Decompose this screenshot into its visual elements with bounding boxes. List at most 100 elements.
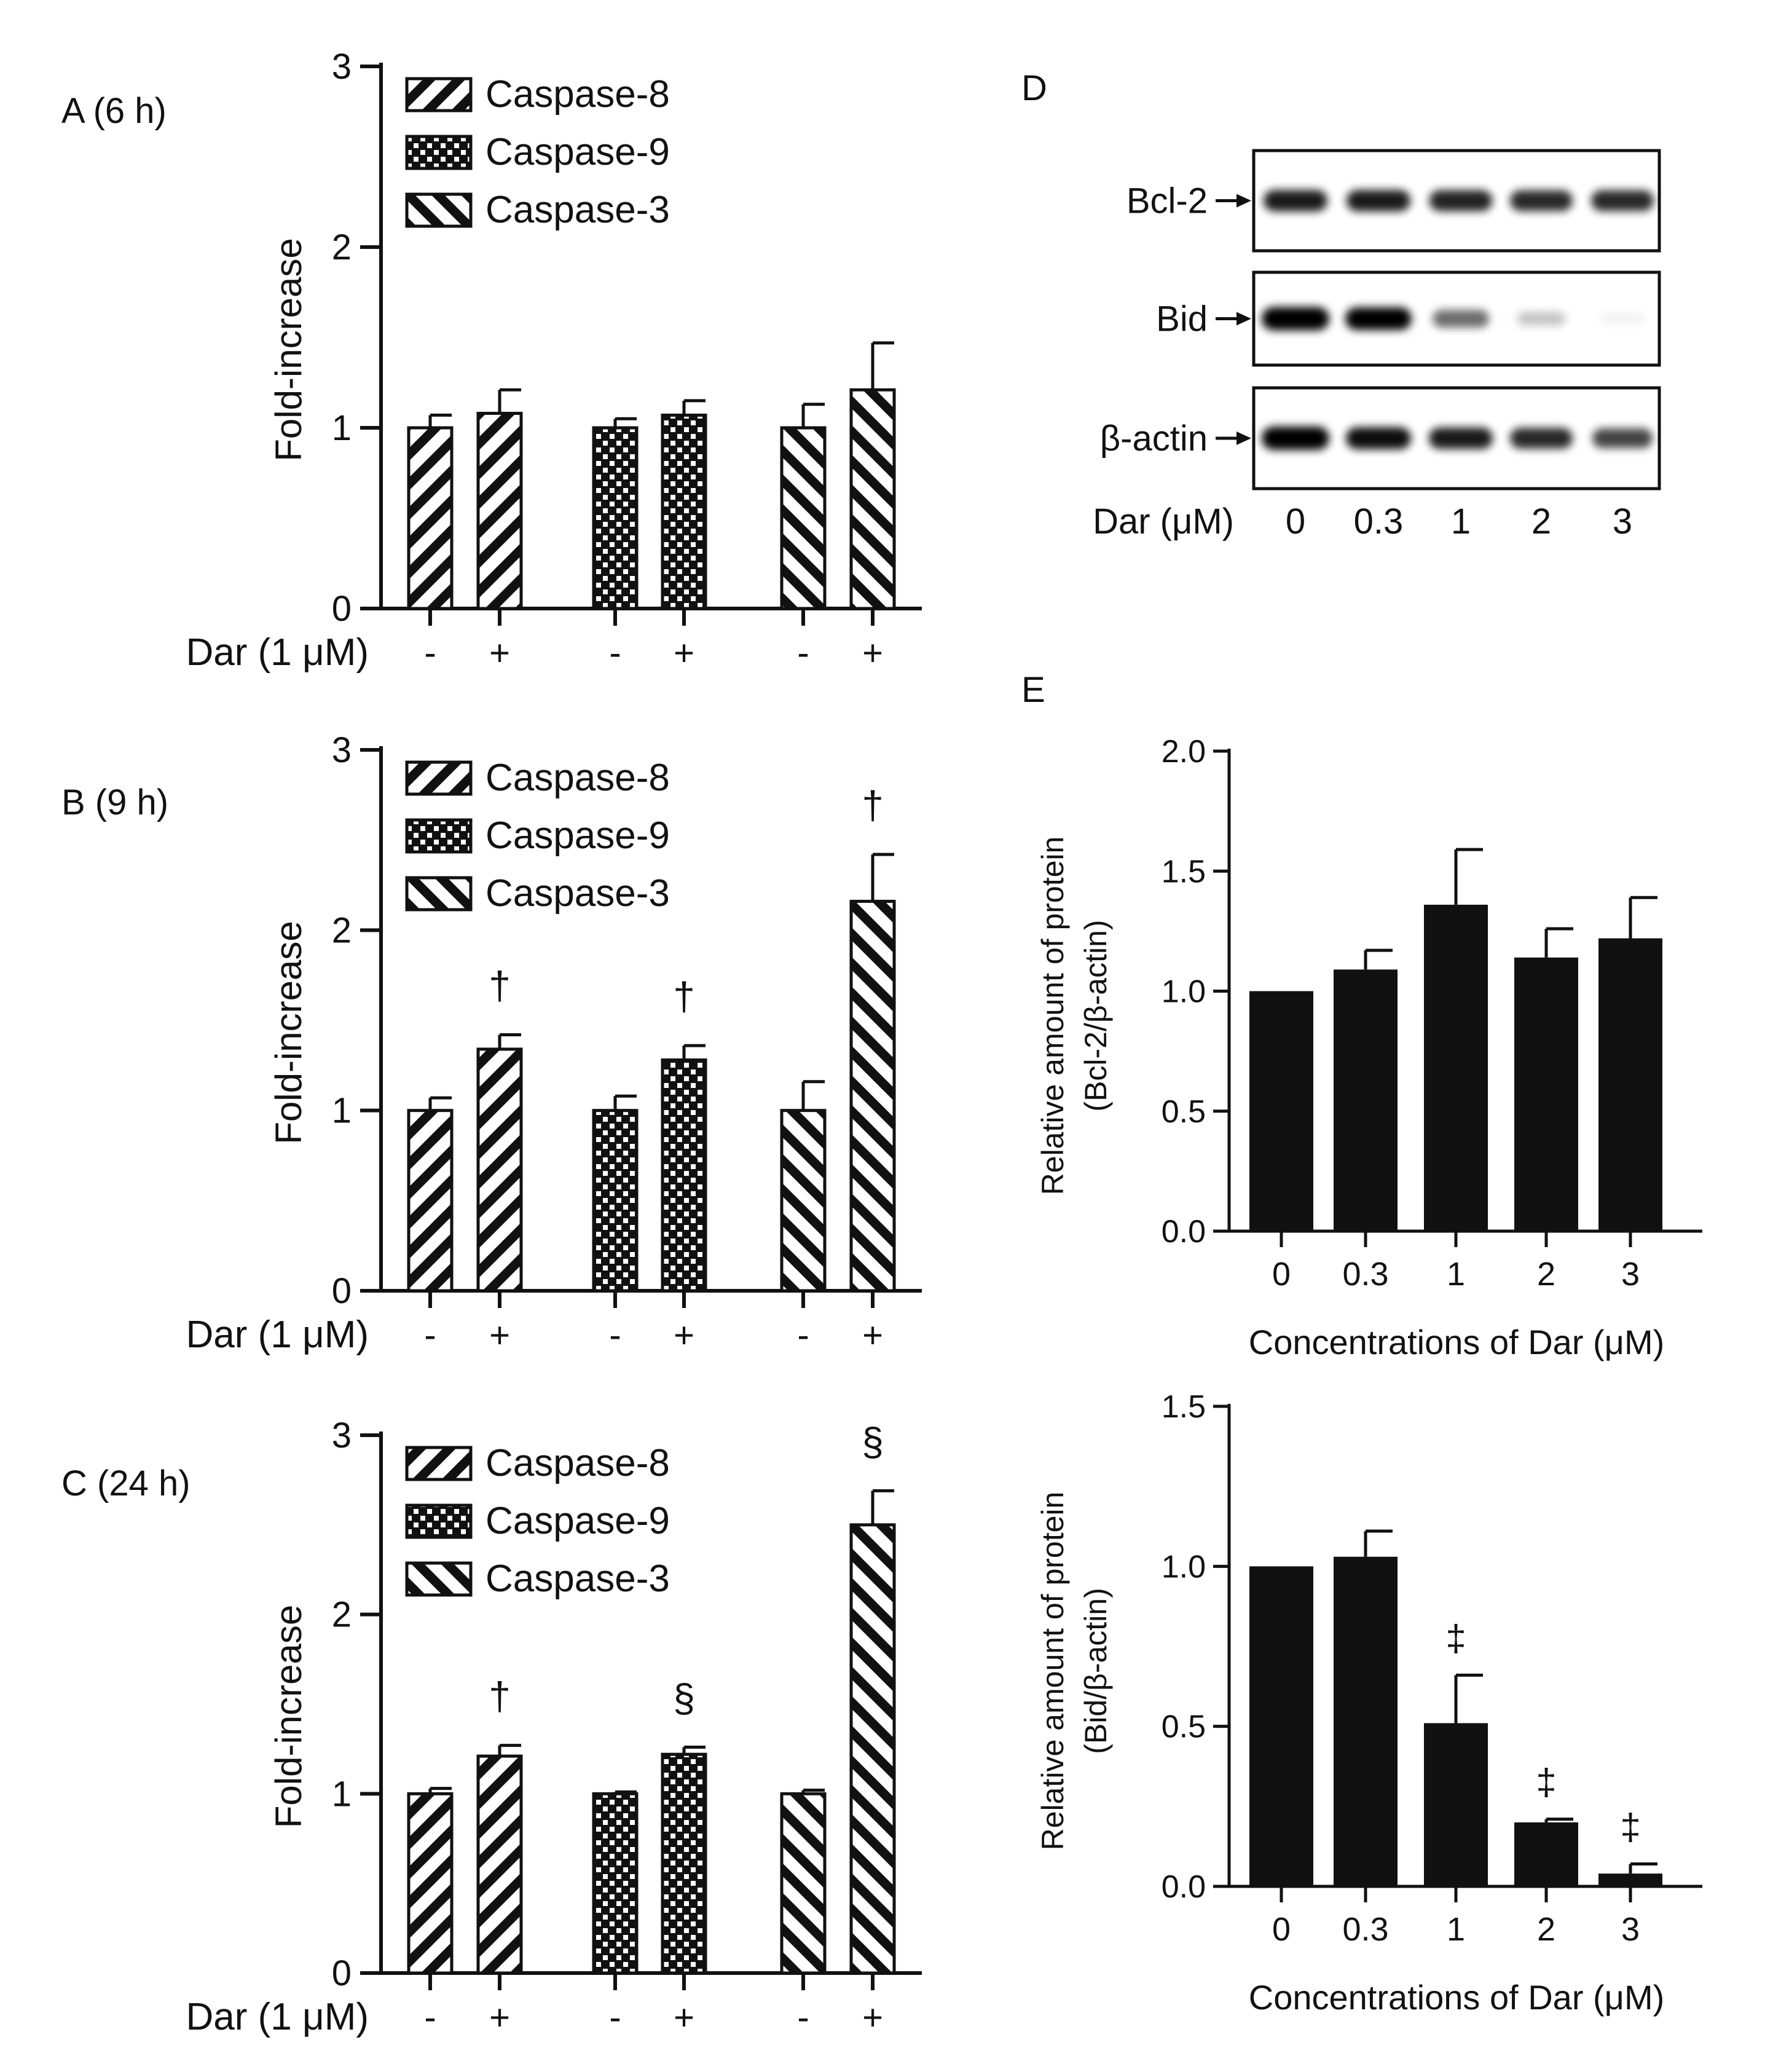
x-tick-label: - <box>609 1998 621 2038</box>
legend-swatch <box>405 77 473 112</box>
y-axis-label: (Bcl-2/β-actin) <box>1079 920 1113 1111</box>
blot-band <box>1433 310 1489 328</box>
x-axis-label: Concentrations of Dar (μM) <box>1249 1978 1664 2017</box>
panel-e-bid-chart: 0.0 0.5 1.0 1.5 Relative amount of protein (B… <box>1036 1389 1702 2017</box>
dose-value: 2 <box>1531 502 1551 542</box>
bar <box>1424 904 1488 1231</box>
x-tick-label: - <box>797 1315 809 1355</box>
bar-caspase-3 <box>780 426 827 610</box>
y-tick-label: 3 <box>332 47 352 87</box>
arrow-icon <box>1236 194 1251 208</box>
y-tick-label: 2 <box>332 910 352 950</box>
y-tick-label: 1.0 <box>1162 974 1206 1010</box>
x-tick-label: 3 <box>1621 1256 1640 1293</box>
legend-entry: Caspase-3 <box>486 189 670 231</box>
y-tick-label: 0.5 <box>1162 1094 1206 1130</box>
blot-row: Bcl-2 <box>1126 149 1661 253</box>
blot-band <box>1429 427 1493 449</box>
x-tick-label: - <box>609 633 621 673</box>
blot-row: Bid <box>1156 270 1661 367</box>
dose-value: 0.3 <box>1354 502 1404 542</box>
bar-caspase-9 <box>661 1752 707 1975</box>
panel-a-caspase-6h: A (6 h) 0 1 2 3 Fold-increase - + - + - + Dar (1 μM)… <box>61 47 922 674</box>
blot-band <box>1592 428 1653 448</box>
blot-row-label: Bid <box>1156 299 1208 339</box>
bar-caspase-9 <box>661 1058 707 1293</box>
y-axis-label: Relative amount of protein <box>1036 837 1070 1196</box>
y-tick-label: 1 <box>332 1774 352 1814</box>
dose-value: 3 <box>1613 502 1632 542</box>
bar-caspase-3 <box>849 388 896 610</box>
legend-swatch <box>405 135 473 170</box>
y-axis-label: (Bid/β-actin) <box>1079 1588 1113 1754</box>
y-tick-label: 3 <box>332 1416 352 1456</box>
blot-band <box>1517 312 1566 326</box>
legend-swatch <box>405 192 473 228</box>
bar-caspase-3 <box>849 899 896 1293</box>
x-tick-label: + <box>489 1315 510 1355</box>
y-tick-label: 3 <box>332 730 352 770</box>
bar <box>1514 957 1578 1231</box>
y-axis-label: Fold-increase <box>268 1605 309 1829</box>
panel-label: B (9 h) <box>61 782 168 822</box>
bar <box>1514 1822 1578 1886</box>
x-tick-label: + <box>489 1998 510 2038</box>
blot-band <box>1346 427 1411 449</box>
blot-band <box>1262 307 1329 331</box>
panel-label: A (6 h) <box>61 91 167 131</box>
legend-swatch <box>405 760 473 796</box>
blot-row: β-actin <box>1100 386 1661 490</box>
y-tick-label: 2 <box>332 1595 352 1635</box>
bar-caspase-3 <box>780 1792 827 1975</box>
y-tick-label: 0.0 <box>1162 1214 1206 1250</box>
x-tick-label: + <box>674 633 694 673</box>
bar-caspase-3 <box>780 1109 827 1293</box>
y-tick-label: 0 <box>332 589 352 629</box>
x-tick-label: - <box>424 1998 436 2038</box>
x-tick-label: - <box>797 633 809 673</box>
blot-row-label: β-actin <box>1100 419 1208 459</box>
x-tick-label: + <box>489 633 510 673</box>
arrow-icon <box>1236 431 1251 445</box>
panel-b-caspase-9h: B (9 h) 0 1 2 3 Fold-increase † † † - + - + - + Dar (1 … <box>61 730 922 1356</box>
y-axis-label: Fold-increase <box>268 921 309 1144</box>
y-tick-label: 1 <box>332 408 352 448</box>
significance-mark: † <box>862 783 884 827</box>
y-tick-label: 0 <box>332 1271 352 1311</box>
x-axis-label: Dar (1 μM) <box>186 1996 369 2038</box>
bar-caspase-9 <box>661 413 707 610</box>
x-tick-label: 2 <box>1537 1256 1555 1293</box>
significance-mark: ‡ <box>1620 1806 1640 1848</box>
bar <box>1249 991 1313 1231</box>
x-axis-label: Dar (1 μM) <box>186 1314 369 1356</box>
x-tick-label: - <box>424 1315 436 1355</box>
y-tick-label: 0 <box>332 1953 352 1993</box>
significance-mark: § <box>862 1419 884 1463</box>
panel-label: C (24 h) <box>61 1463 191 1503</box>
arrow-icon <box>1236 312 1251 326</box>
blot-band <box>1600 313 1645 325</box>
y-tick-label: 1.5 <box>1162 854 1206 889</box>
bar <box>1249 1566 1313 1886</box>
y-tick-label: 2.0 <box>1162 734 1206 770</box>
bar-caspase-9 <box>592 426 639 610</box>
x-tick-label: - <box>797 1998 809 2038</box>
bar <box>1424 1723 1488 1886</box>
legend-swatch <box>405 876 473 912</box>
x-axis-label: Concentrations of Dar (μM) <box>1249 1323 1664 1361</box>
bar-caspase-8 <box>407 1792 454 1975</box>
y-tick-label: 0.0 <box>1162 1869 1206 1905</box>
bar-caspase-9 <box>592 1109 639 1293</box>
x-tick-label: 0 <box>1272 1256 1291 1293</box>
significance-mark: † <box>489 963 511 1007</box>
x-tick-label: + <box>674 1315 694 1355</box>
bar-caspase-8 <box>476 1754 523 1975</box>
legend-entry: Caspase-9 <box>486 131 670 173</box>
x-tick-label: + <box>862 633 883 673</box>
dose-value: 1 <box>1451 502 1471 542</box>
significance-mark: § <box>673 1676 695 1720</box>
blot-band <box>1345 307 1412 330</box>
bar-caspase-8 <box>407 426 454 610</box>
x-tick-label: 0.3 <box>1342 1256 1388 1293</box>
